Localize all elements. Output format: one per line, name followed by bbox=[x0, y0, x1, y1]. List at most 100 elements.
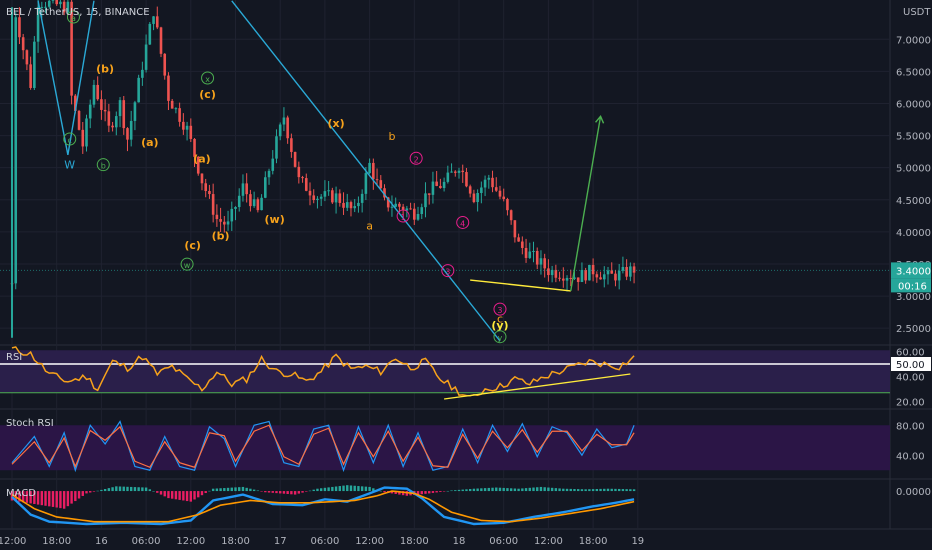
candle-body bbox=[398, 203, 401, 207]
rsi-tick-label: 40.00 bbox=[896, 373, 925, 384]
candle-body bbox=[375, 179, 379, 181]
macd-histogram-bar bbox=[495, 487, 498, 492]
time-tick-label: 18:00 bbox=[221, 536, 250, 547]
wave-label: c bbox=[68, 136, 72, 145]
macd-histogram-bar bbox=[59, 491, 62, 509]
candle-body bbox=[528, 251, 532, 258]
macd-histogram-bar bbox=[580, 489, 584, 492]
macd-histogram-bar bbox=[55, 491, 58, 508]
macd-histogram-bar bbox=[81, 491, 84, 496]
macd-histogram-bar bbox=[133, 487, 137, 492]
time-tick-label: 18:00 bbox=[42, 536, 71, 547]
wave-label: (y) bbox=[491, 319, 508, 332]
candle-body bbox=[96, 84, 99, 100]
macd-histogram-bar bbox=[539, 486, 543, 492]
rsi-pane[interactable]: RSI bbox=[0, 346, 890, 400]
candle-body bbox=[617, 270, 621, 281]
macd-histogram-bar bbox=[25, 491, 29, 503]
candle-body bbox=[390, 206, 394, 208]
candle-body bbox=[517, 237, 520, 242]
axes: 12:00 18:00 16 06:00 12:00 18:00 17 06:00 12:00 1… bbox=[0, 35, 931, 547]
macd-histogram-bar bbox=[394, 491, 397, 494]
candle-body bbox=[632, 266, 636, 273]
macd-pane[interactable]: MACD bbox=[6, 485, 636, 526]
macd-histogram-bar bbox=[197, 491, 200, 498]
macd-histogram-bar bbox=[118, 486, 122, 492]
macd-histogram-bar bbox=[390, 491, 394, 494]
candle-body bbox=[74, 95, 77, 111]
candle-body bbox=[88, 104, 92, 119]
macd-histogram-bar bbox=[569, 488, 572, 492]
candle-body bbox=[580, 269, 584, 282]
time-tick-label: 06:00 bbox=[132, 536, 161, 547]
candle-body bbox=[364, 173, 368, 194]
wave-label-circle bbox=[493, 330, 507, 344]
macd-histogram-bar bbox=[44, 491, 47, 506]
candle-body bbox=[409, 208, 412, 210]
wave-label: (a) bbox=[193, 152, 210, 165]
trendline-line bbox=[231, 0, 501, 342]
candle-body bbox=[472, 193, 476, 203]
candle-body bbox=[509, 210, 513, 221]
wave-label: c bbox=[497, 313, 503, 326]
macd-histogram-bar bbox=[312, 489, 315, 492]
candle-body bbox=[155, 16, 159, 28]
macd-histogram-bar bbox=[290, 491, 293, 495]
stoch-rsi-pane[interactable]: Stoch RSI bbox=[0, 418, 890, 473]
candle-body bbox=[14, 17, 18, 284]
wave-label: (b) bbox=[96, 62, 114, 75]
macd-histogram-bar bbox=[66, 491, 70, 507]
time-tick-label: 19 bbox=[631, 536, 644, 547]
wave-label: w bbox=[184, 261, 191, 270]
macd-histogram-bar bbox=[614, 488, 617, 492]
macd-histogram-bar bbox=[211, 488, 215, 492]
macd-histogram-bar bbox=[480, 488, 483, 492]
price-tick-label: 2.5000 bbox=[896, 324, 931, 335]
macd-histogram-bar bbox=[629, 489, 632, 492]
macd-histogram-bar bbox=[524, 488, 528, 492]
candle-body bbox=[29, 64, 32, 88]
macd-histogram-bar bbox=[599, 488, 602, 492]
support-line bbox=[470, 279, 571, 292]
macd-histogram-bar bbox=[18, 491, 21, 502]
macd-histogram-bar bbox=[621, 489, 625, 492]
candle-body bbox=[621, 266, 625, 271]
macd-histogram-bar bbox=[588, 489, 591, 492]
macd-histogram-bar bbox=[617, 488, 621, 492]
macd-histogram-bar bbox=[92, 491, 96, 492]
candle-body bbox=[137, 77, 140, 103]
price-tick-label: 4.5000 bbox=[896, 196, 931, 207]
macd-histogram-bar bbox=[346, 485, 349, 492]
candle-body bbox=[316, 198, 319, 201]
macd-histogram-bar bbox=[401, 491, 405, 496]
candle-body bbox=[18, 17, 21, 38]
macd-histogram-bar bbox=[36, 491, 40, 505]
macd-histogram-bar bbox=[103, 489, 107, 492]
candle-body bbox=[219, 219, 222, 222]
macd-histogram-bar bbox=[357, 486, 360, 492]
macd-histogram-bar bbox=[476, 488, 479, 492]
candle-body bbox=[491, 177, 494, 188]
candle-body bbox=[196, 156, 200, 174]
macd-histogram-bar bbox=[182, 491, 185, 501]
wave-label-circle bbox=[396, 209, 410, 223]
price-pane[interactable]: a(b)cW b(a)(c)x(a)(c)(b)w(w)(x)ab21433c(y… bbox=[0, 0, 890, 344]
macd-histogram-bar bbox=[364, 486, 368, 492]
macd-histogram-bar bbox=[428, 491, 431, 494]
macd-histogram-bar bbox=[279, 491, 282, 494]
candle-body bbox=[405, 208, 409, 211]
candle-body bbox=[301, 177, 304, 179]
candle-body bbox=[431, 181, 435, 195]
wave-label: (c) bbox=[184, 239, 201, 252]
macd-histogram-bar bbox=[368, 486, 371, 492]
macd-histogram-bar bbox=[215, 488, 219, 492]
macd-histogram-bar bbox=[249, 488, 252, 492]
candle-body bbox=[237, 195, 241, 208]
candle-body bbox=[290, 138, 293, 152]
candle-body bbox=[524, 247, 528, 258]
wave-label: y bbox=[498, 334, 503, 343]
wave-label-circle bbox=[493, 302, 507, 316]
candle-body bbox=[152, 16, 155, 24]
candle-body bbox=[185, 125, 189, 130]
macd-histogram-bar bbox=[323, 487, 327, 492]
